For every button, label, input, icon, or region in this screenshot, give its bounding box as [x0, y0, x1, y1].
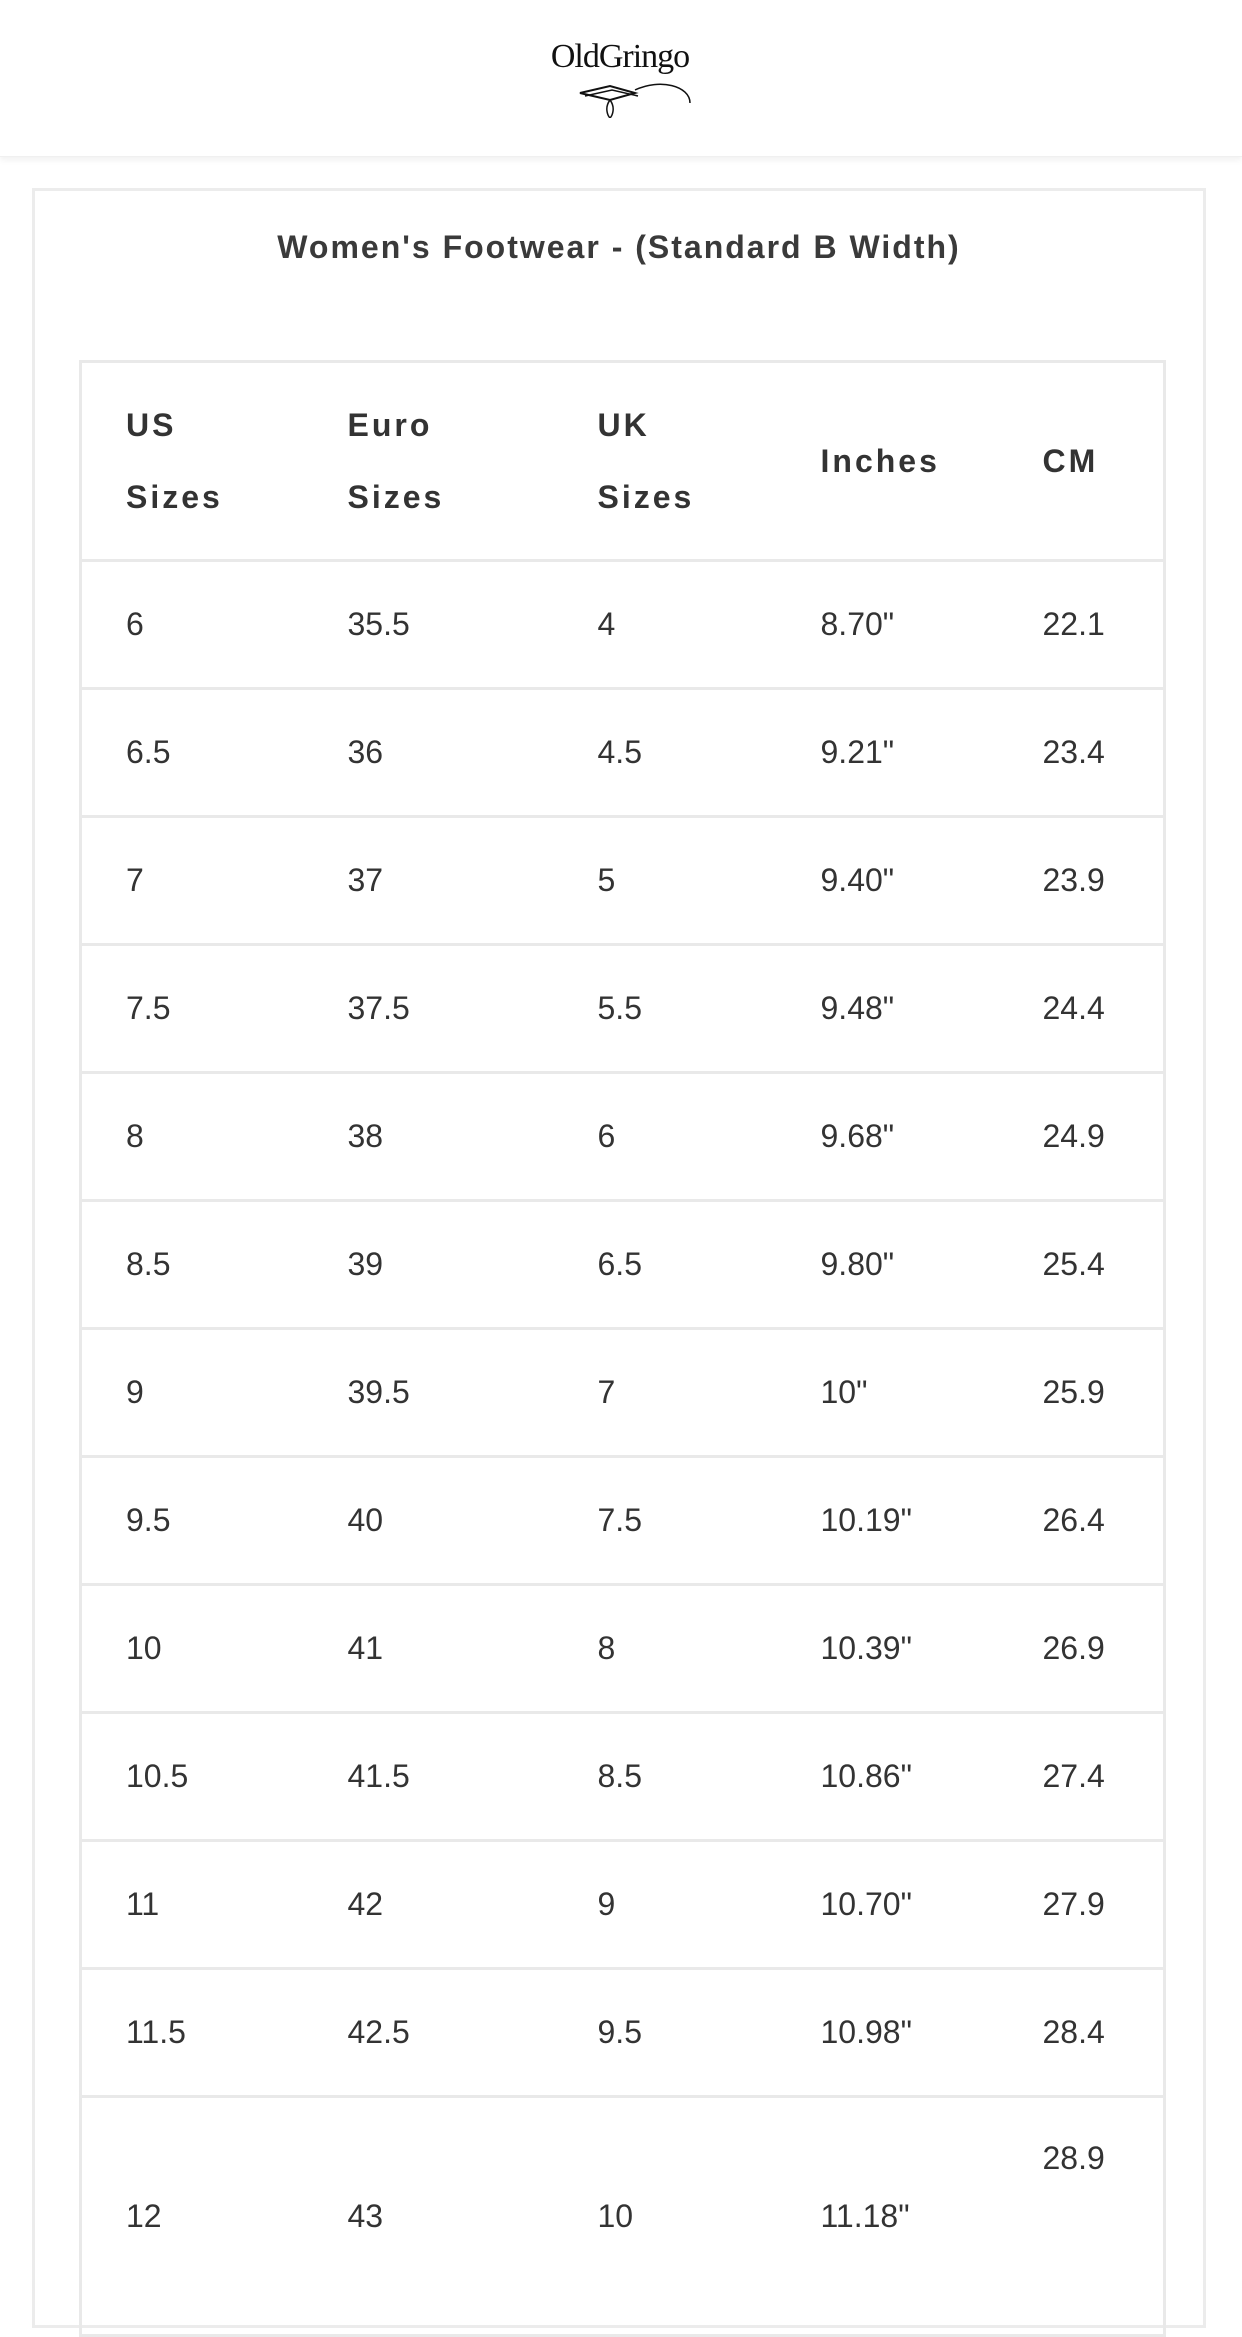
logo-flourish-icon: [579, 83, 691, 118]
cell-uk-sizes: 9: [553, 1839, 777, 1970]
cell-euro-sizes: 43: [303, 2095, 554, 2337]
column-header-euro-sizes: Euro Sizes: [303, 360, 554, 562]
cell-us-sizes: 9: [80, 1327, 304, 1458]
cell-uk-sizes: 7.5: [553, 1455, 777, 1586]
size-chart-table: US Sizes Euro Sizes UK Sizes Inches CM 6 35.5…: [79, 360, 1166, 2337]
cell-inches: 11.18": [776, 2095, 999, 2337]
table-row: 6.5 36 4.5 9.21" 23.4: [80, 687, 1165, 818]
cell-us-sizes: 9.5: [80, 1455, 304, 1586]
table-row: 6 35.5 4 8.70" 22.1: [80, 559, 1165, 690]
cell-us-sizes: 7.5: [80, 943, 304, 1074]
cell-us-sizes: 7: [80, 815, 304, 946]
cell-euro-sizes: 37.5: [303, 943, 554, 1074]
cell-inches: 10.39": [776, 1583, 999, 1714]
table-row: 8 38 6 9.68" 24.9: [80, 1071, 1165, 1202]
cell-inches: 10.86": [776, 1711, 999, 1842]
cell-us-sizes: 6.5: [80, 687, 304, 818]
cell-uk-sizes: 4: [553, 559, 777, 690]
cell-euro-sizes: 35.5: [303, 559, 554, 690]
site-header: OldGringo: [0, 0, 1242, 157]
cell-inches: 8.70": [776, 559, 999, 690]
table-row: 9.5 40 7.5 10.19" 26.4: [80, 1455, 1165, 1586]
cell-uk-sizes: 10: [553, 2095, 777, 2337]
cell-euro-sizes: 39: [303, 1199, 554, 1330]
column-header-inches: Inches: [776, 360, 999, 562]
cell-euro-sizes: 39.5: [303, 1327, 554, 1458]
cell-us-sizes: 8.5: [80, 1199, 304, 1330]
cell-euro-sizes: 42: [303, 1839, 554, 1970]
cell-cm: 26.9: [998, 1583, 1165, 1714]
cell-us-sizes: 10: [80, 1583, 304, 1714]
cell-inches: 10.70": [776, 1839, 999, 1970]
table-row: 11.5 42.5 9.5 10.98" 28.4: [80, 1967, 1165, 2098]
cell-inches: 9.21": [776, 687, 999, 818]
cell-us-sizes: 12: [80, 2095, 304, 2337]
cell-euro-sizes: 40: [303, 1455, 554, 1586]
cell-uk-sizes: 9.5: [553, 1967, 777, 2098]
cell-inches: 10.19": [776, 1455, 999, 1586]
cell-euro-sizes: 42.5: [303, 1967, 554, 2098]
table-row: 9 39.5 7 10" 25.9: [80, 1327, 1165, 1458]
table-row: 10.5 41.5 8.5 10.86" 27.4: [80, 1711, 1165, 1842]
table-row: 7 37 5 9.40" 23.9: [80, 815, 1165, 946]
cell-euro-sizes: 41: [303, 1583, 554, 1714]
cell-cm: 26.4: [998, 1455, 1165, 1586]
cell-us-sizes: 11.5: [80, 1967, 304, 2098]
table-row: 11 42 9 10.70" 27.9: [80, 1839, 1165, 1970]
cell-cm: 25.9: [998, 1327, 1165, 1458]
cell-uk-sizes: 8.5: [553, 1711, 777, 1842]
table-row: 10 41 8 10.39" 26.9: [80, 1583, 1165, 1714]
cell-inches: 9.80": [776, 1199, 999, 1330]
cell-euro-sizes: 36: [303, 687, 554, 818]
cell-cm: 28.4: [998, 1967, 1165, 2098]
cell-cm: 23.4: [998, 687, 1165, 818]
cell-uk-sizes: 5: [553, 815, 777, 946]
cell-cm: 27.9: [998, 1839, 1165, 1970]
cell-inches: 9.48": [776, 943, 999, 1074]
cell-inches: 9.68": [776, 1071, 999, 1202]
cell-uk-sizes: 6: [553, 1071, 777, 1202]
cell-uk-sizes: 5.5: [553, 943, 777, 1074]
cell-cm: 25.4: [998, 1199, 1165, 1330]
cell-us-sizes: 6: [80, 559, 304, 690]
column-header-uk-sizes: UK Sizes: [553, 360, 777, 562]
cell-inches: 10": [776, 1327, 999, 1458]
cell-us-sizes: 11: [80, 1839, 304, 1970]
cell-uk-sizes: 4.5: [553, 687, 777, 818]
cell-inches: 9.40": [776, 815, 999, 946]
logo-text: OldGringo: [550, 38, 690, 75]
cell-cm: 28.9: [998, 2095, 1165, 2337]
cell-euro-sizes: 38: [303, 1071, 554, 1202]
size-chart-title: Women's Footwear - (Standard B Width): [277, 229, 961, 265]
old-gringo-logo[interactable]: OldGringo: [540, 38, 700, 118]
cell-uk-sizes: 6.5: [553, 1199, 777, 1330]
cell-us-sizes: 10.5: [80, 1711, 304, 1842]
cell-us-sizes: 8: [80, 1071, 304, 1202]
size-chart-card: Women's Footwear - (Standard B Width) US…: [32, 188, 1206, 2337]
table-row: 8.5 39 6.5 9.80" 25.4: [80, 1199, 1165, 1330]
cell-cm: 23.9: [998, 815, 1165, 946]
cell-uk-sizes: 8: [553, 1583, 777, 1714]
cell-euro-sizes: 37: [303, 815, 554, 946]
cell-cm: 22.1: [998, 559, 1165, 690]
table-header-row: US Sizes Euro Sizes UK Sizes Inches CM: [80, 360, 1165, 562]
table-row: 7.5 37.5 5.5 9.48" 24.4: [80, 943, 1165, 1074]
cell-uk-sizes: 7: [553, 1327, 777, 1458]
cell-cm: 24.9: [998, 1071, 1165, 1202]
column-header-cm: CM: [998, 360, 1165, 562]
cell-euro-sizes: 41.5: [303, 1711, 554, 1842]
cell-inches: 10.98": [776, 1967, 999, 2098]
cell-cm: 24.4: [998, 943, 1165, 1074]
column-header-us-sizes: US Sizes: [80, 360, 304, 562]
cell-cm: 27.4: [998, 1711, 1165, 1842]
table-row: 12 43 10 11.18" 28.9: [80, 2095, 1165, 2337]
